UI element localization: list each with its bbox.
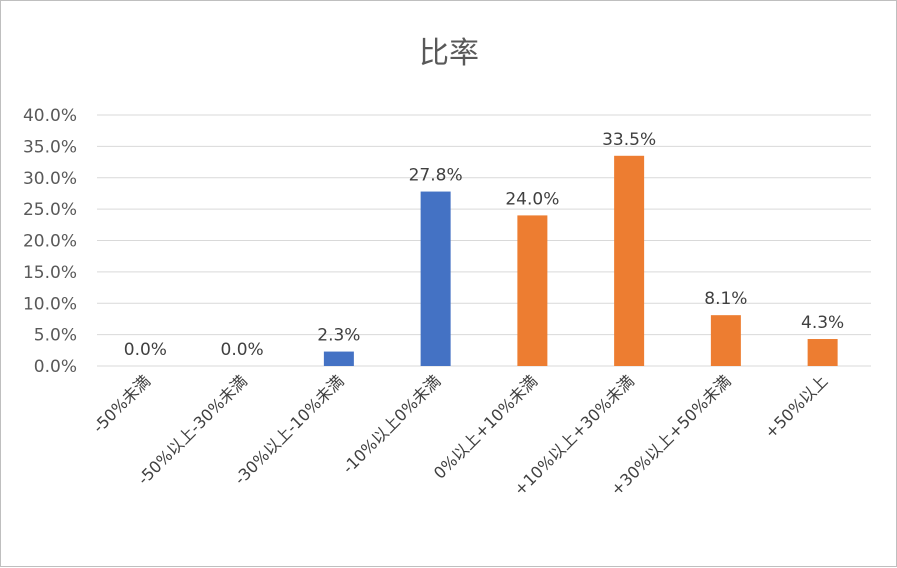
y-tick-label: 10.0% [23,294,77,314]
bars [323,155,838,366]
x-axis-categories: -50%未満-50%以上-30%未満-30%以上-10%未満-10%以上0%未満… [89,371,832,499]
category-label: 0%以上+10%未満 [430,371,541,482]
y-tick-label: 0.0% [34,357,77,377]
bar [710,315,741,366]
y-tick-label: 20.0% [23,232,77,252]
chart-title: 比率 [419,36,479,71]
category-label: -10%以上0%未満 [339,371,445,477]
bar [807,339,838,366]
data-label: 24.0% [505,189,559,209]
data-label: 2.3% [317,326,360,346]
category-label: -50%未満 [89,371,154,436]
y-tick-label: 40.0% [23,106,77,126]
bar [420,191,451,366]
data-label: 8.1% [704,289,747,309]
data-label: 0.0% [221,340,264,360]
data-label: 0.0% [124,340,167,360]
bar [614,155,645,366]
bar [517,215,548,366]
gridlines [97,114,871,367]
bar [323,351,354,366]
data-label: 4.3% [801,313,844,333]
data-label: 33.5% [602,130,656,150]
data-label: 27.8% [409,166,463,186]
y-tick-label: 5.0% [34,326,77,346]
y-tick-label: 15.0% [23,263,77,283]
category-label: +50%以上 [761,371,832,442]
y-axis-ticks: 0.0% 5.0% 10.0% 15.0% 20.0% 25.0% 30.0% 35.0% 40… [23,106,77,377]
category-label: -30%以上-10%未満 [231,371,348,488]
y-tick-label: 25.0% [23,200,77,220]
y-tick-label: 35.0% [23,137,77,157]
data-labels: 0.0% 0.0% 2.3% 27.8% 24.0% 33.5% 8.1% 4.3% [124,130,844,360]
y-tick-label: 30.0% [23,169,77,189]
